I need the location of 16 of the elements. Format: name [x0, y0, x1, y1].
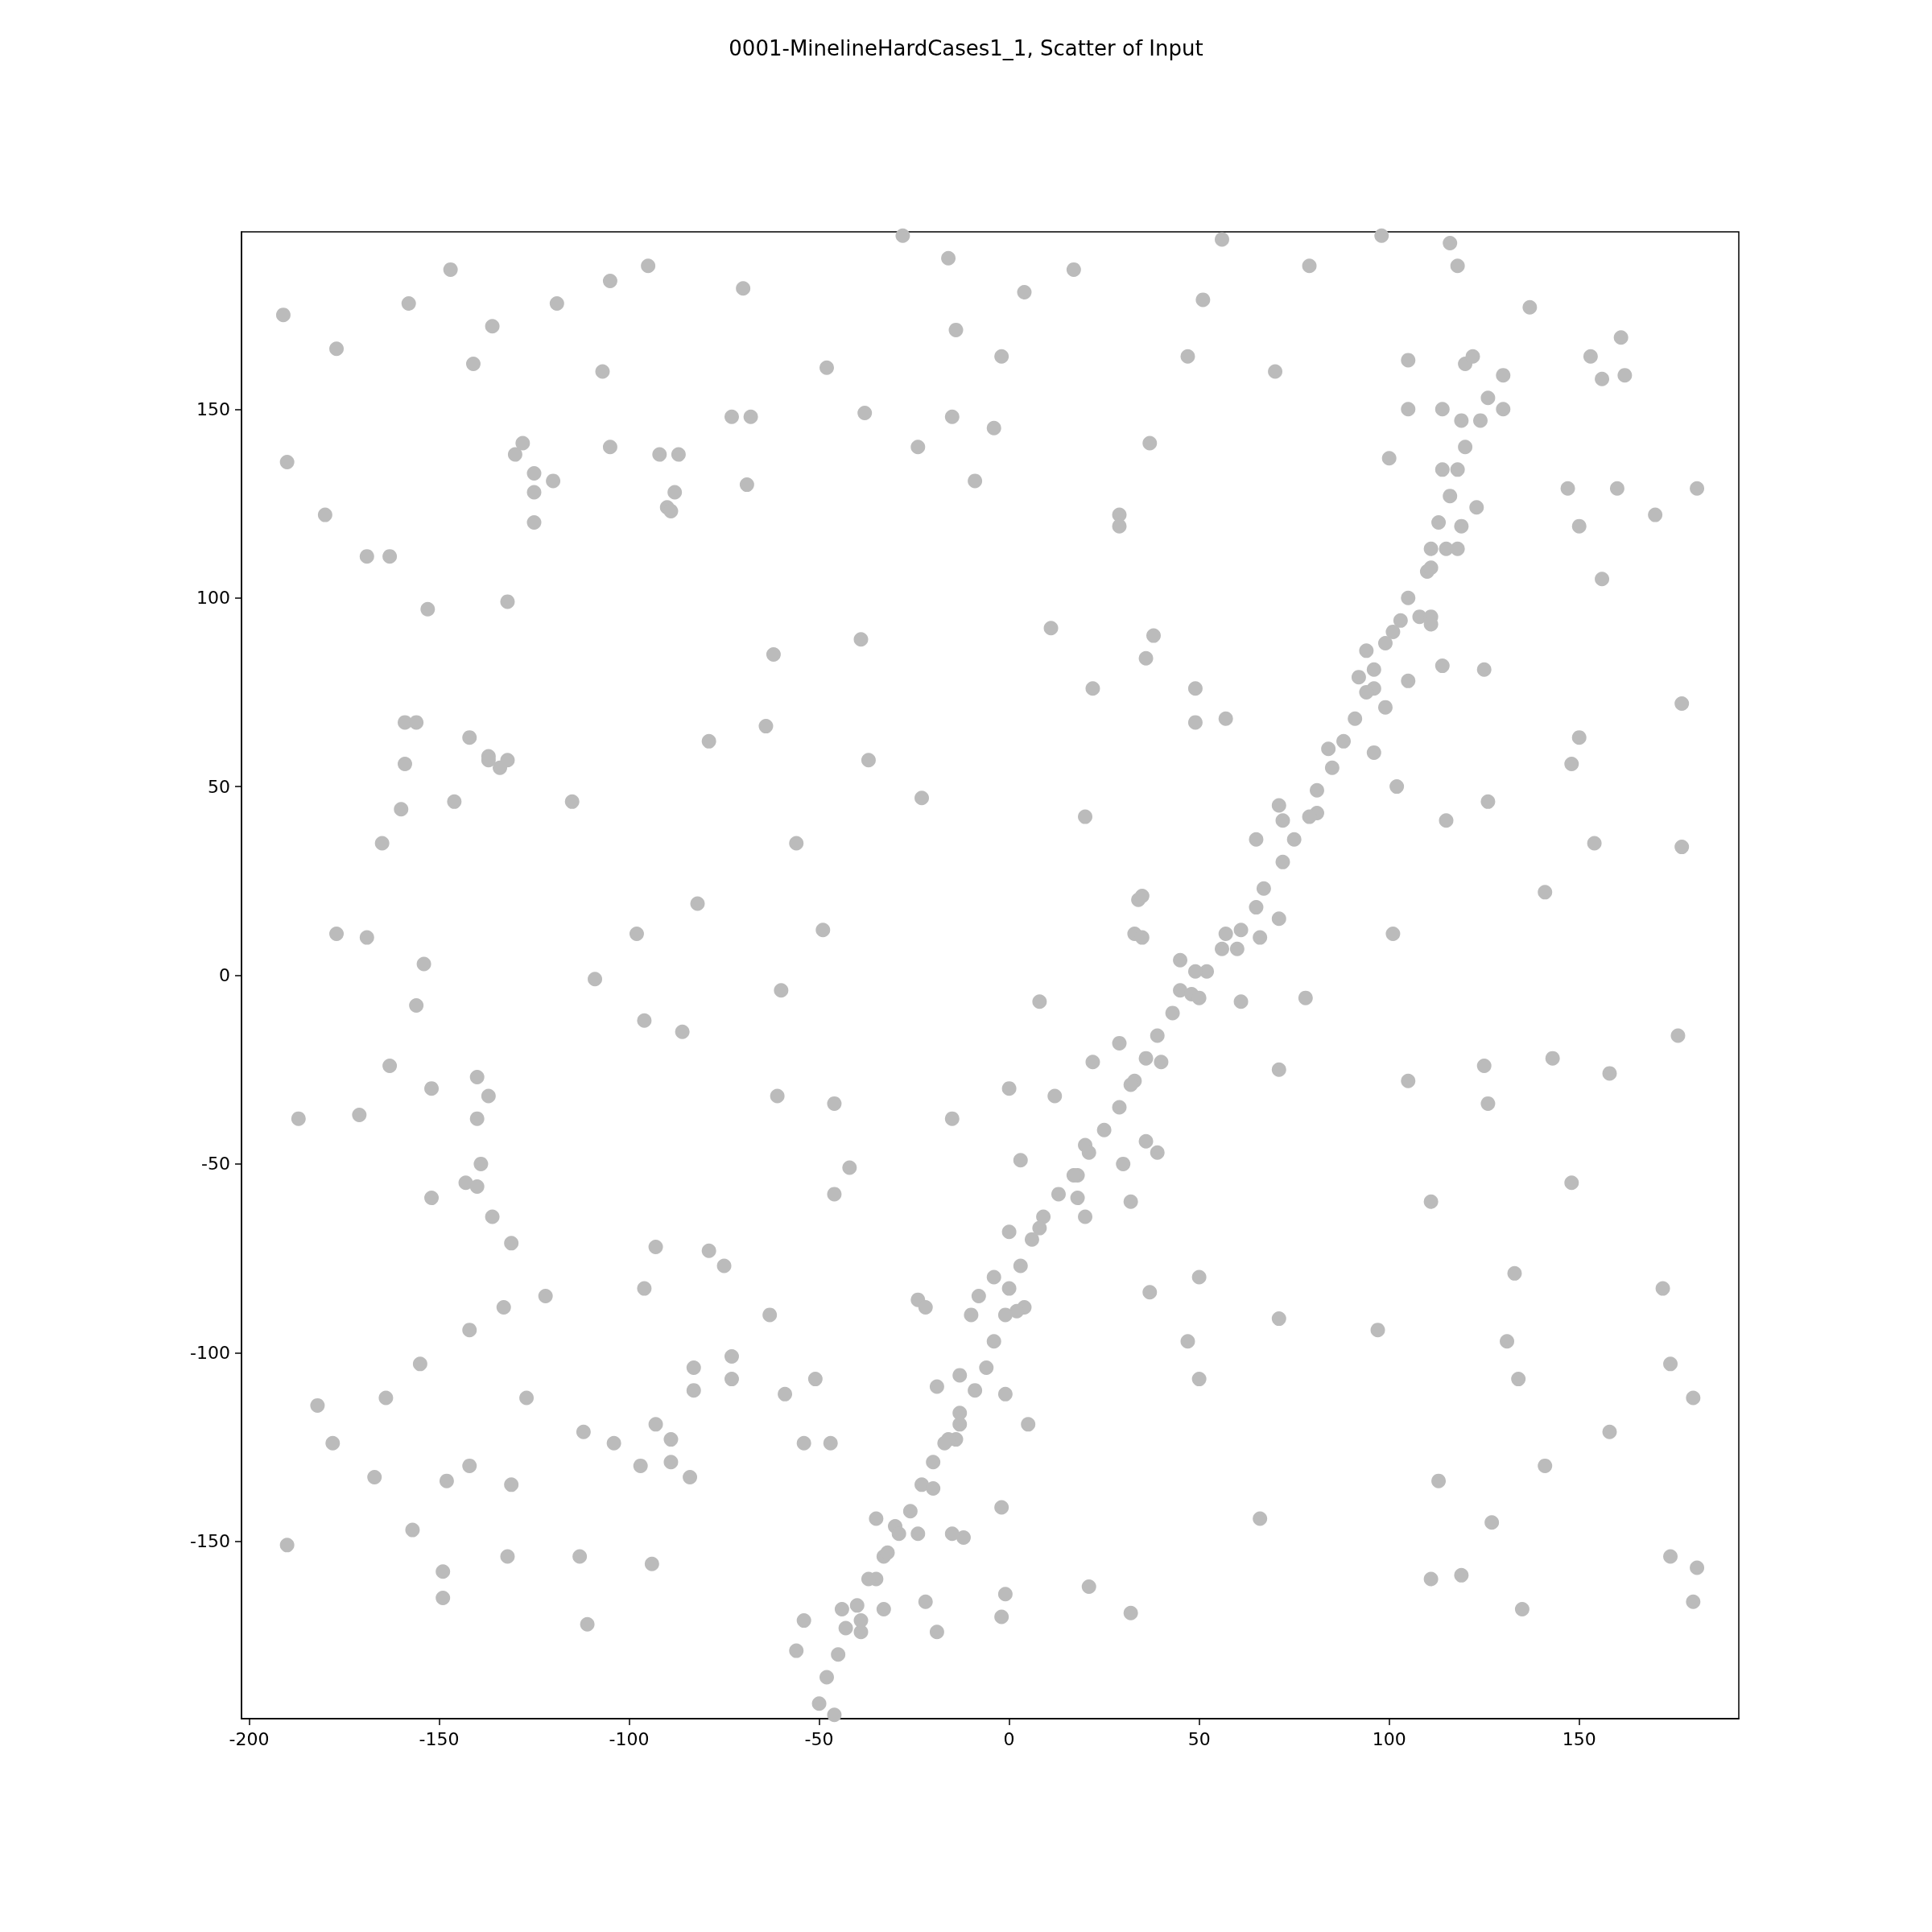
x-tick-label: 0 [1003, 1728, 1015, 1749]
y-tick-label: -150 [190, 1531, 230, 1552]
chart-title: 0001-MinelineHardCases1_1, Scatter of Input [729, 36, 1203, 60]
y-tick-label: -100 [190, 1342, 230, 1363]
y-tick-label: 150 [196, 398, 230, 419]
y-tick-label: 0 [219, 965, 230, 985]
x-tick-label: -200 [229, 1728, 270, 1749]
y-tick-label: -50 [201, 1154, 230, 1174]
x-tick-label: -100 [609, 1728, 650, 1749]
y-tick-label: 100 [196, 588, 230, 609]
x-tick-label: 50 [1187, 1728, 1211, 1749]
y-tick-label: 50 [208, 776, 230, 797]
x-tick-label: 100 [1372, 1728, 1406, 1749]
x-tick-label: 150 [1562, 1728, 1596, 1749]
x-tick-label: -150 [419, 1728, 460, 1749]
x-tick-label: -50 [804, 1728, 834, 1749]
